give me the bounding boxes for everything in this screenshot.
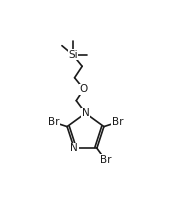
Text: Si: Si	[68, 50, 78, 60]
Text: Br: Br	[48, 117, 59, 127]
Text: N: N	[82, 108, 89, 118]
Text: N: N	[70, 143, 78, 153]
Text: Br: Br	[100, 155, 111, 165]
Text: Br: Br	[112, 117, 123, 127]
Text: O: O	[80, 84, 88, 94]
